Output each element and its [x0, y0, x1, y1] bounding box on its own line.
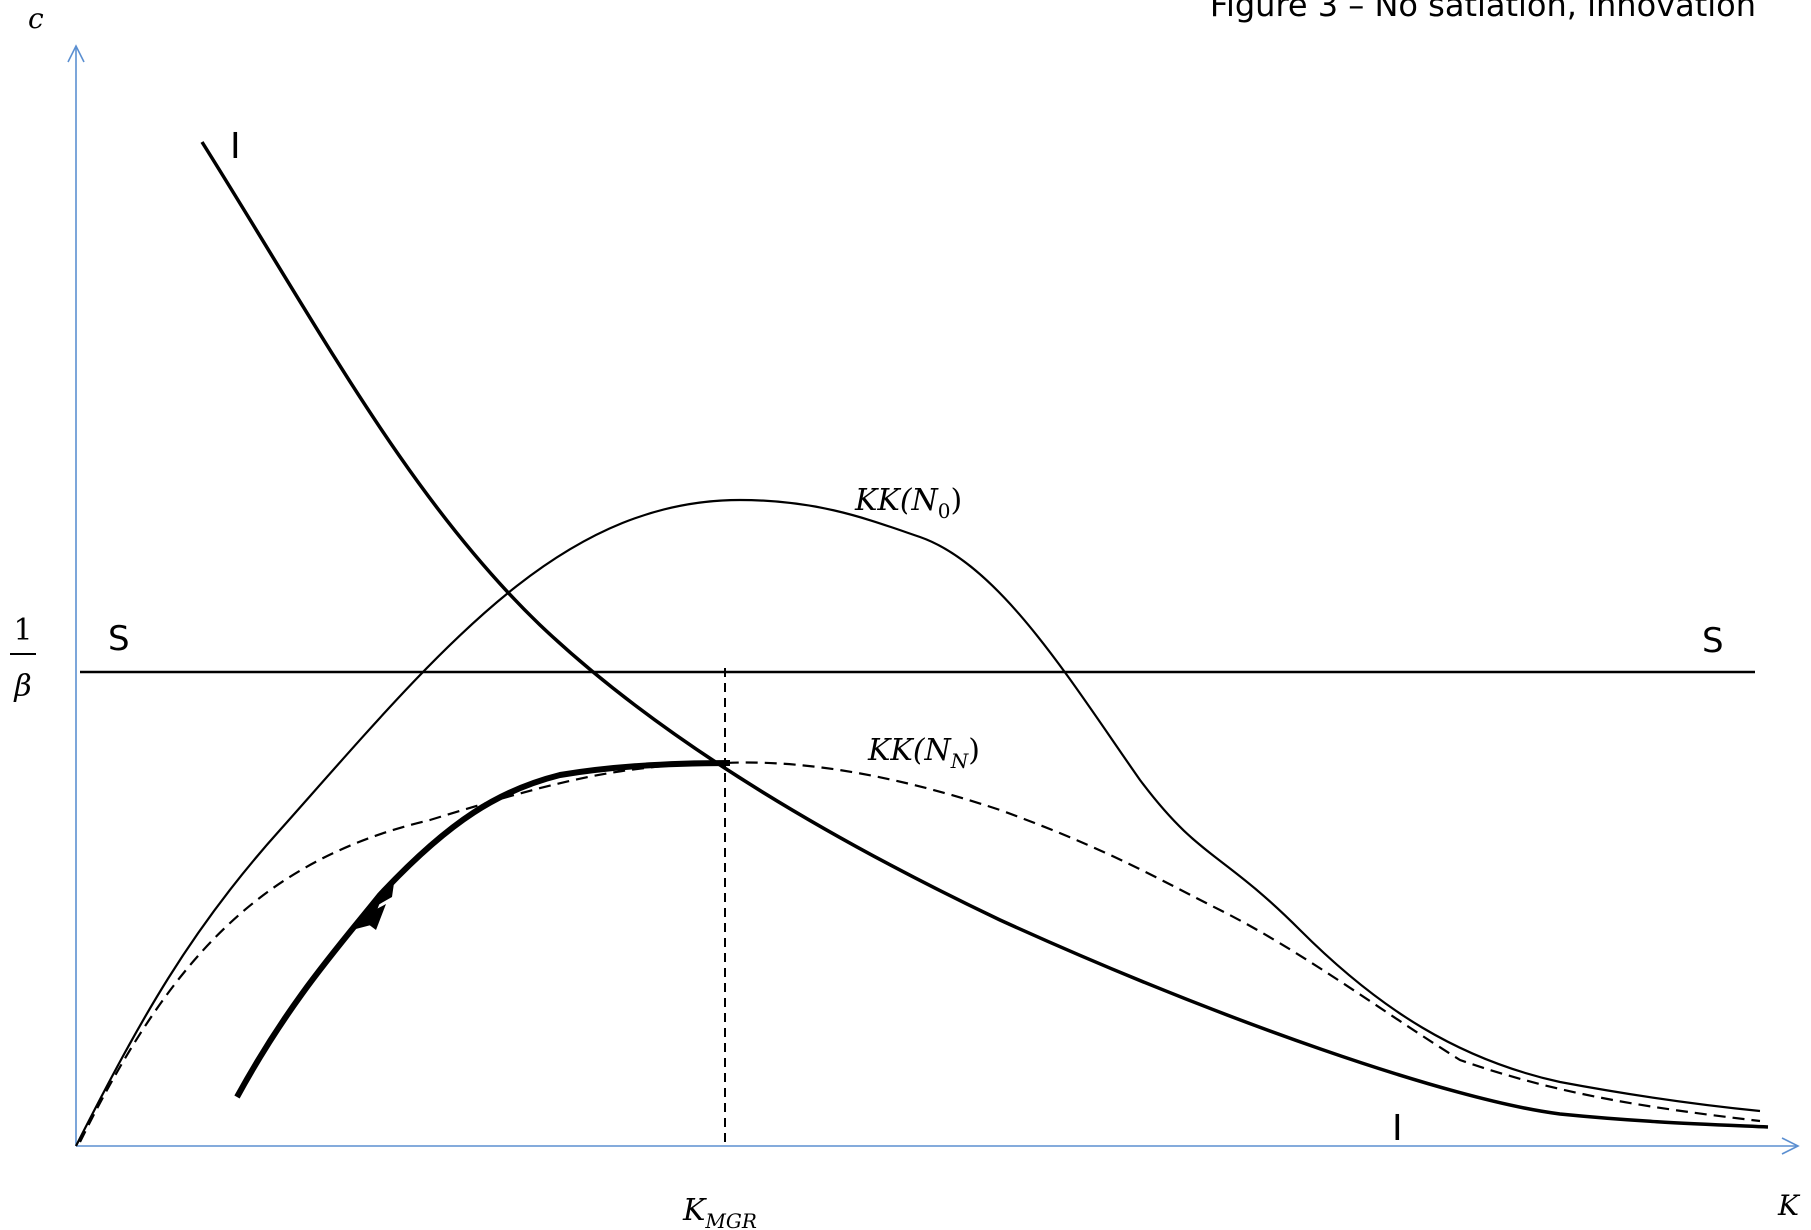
x-tick-kmgr-sub: MGR: [704, 1209, 757, 1230]
ss-right-label: S: [1702, 621, 1724, 661]
x-tick-kmgr: KMGR: [682, 1193, 757, 1230]
kk-nn-label: KK(NN): [867, 733, 980, 773]
kk-nn-label-sub: N: [950, 749, 970, 773]
figure-title: Figure 3 – No satiation, innovation: [1210, 0, 1756, 24]
x-tick-kmgr-main: K: [682, 1193, 707, 1228]
x-axis-arrow-icon: [1781, 1137, 1800, 1155]
trajectory-arrow-head: [360, 904, 386, 930]
ii-curve: [200, 141, 1769, 1129]
ii-left-label: I: [230, 126, 241, 167]
kk-nn-label-main: KK(N: [867, 733, 953, 768]
y-tick-denominator: β: [13, 669, 31, 704]
y-axis-label: c: [28, 2, 44, 35]
ss-left-label: S: [108, 619, 130, 659]
y-tick-numerator: 1: [13, 613, 32, 648]
y-tick-one-over-beta: 1 β: [10, 613, 36, 704]
trajectory-path: [234, 760, 731, 1099]
kk-n0-label: KK(N0): [854, 483, 962, 523]
kk-n0-label-sub: 0: [938, 499, 951, 523]
y-axis-arrow-icon: [67, 44, 85, 63]
kk-nn-label-close: ): [968, 733, 980, 768]
kk-n0-label-close: ): [951, 483, 963, 518]
kk-nn-curve: [79, 761, 1761, 1143]
kk-n0-curve: [75, 498, 1761, 1147]
kk-n0-label-main: KK(N: [854, 483, 940, 518]
x-axis-label: K: [1777, 1189, 1801, 1222]
axes: [67, 44, 1800, 1155]
ii-right-label: I: [1392, 1108, 1403, 1149]
